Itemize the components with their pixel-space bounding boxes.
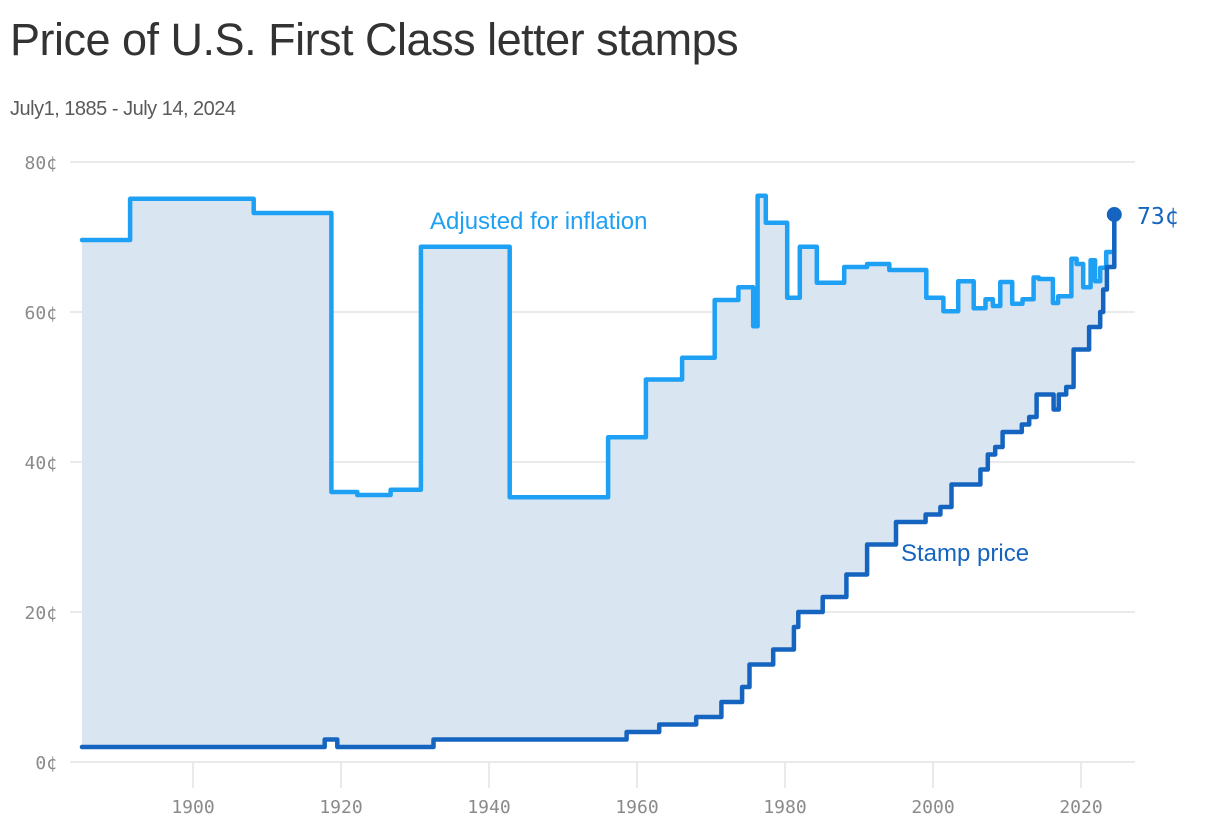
- x-tick-label: 2000: [911, 797, 954, 818]
- y-tick-label: 60¢: [24, 303, 57, 324]
- x-axis: 1900 1920 1940 1960 1980 2000 2020: [171, 763, 1103, 818]
- x-tick-label: 1960: [615, 797, 658, 818]
- y-axis: 0¢ 20¢ 40¢ 60¢ 80¢: [24, 153, 57, 774]
- chart-title: Price of U.S. First Class letter stamps: [10, 14, 739, 65]
- x-tick-label: 1920: [319, 797, 362, 818]
- inflation-adjusted-line: [79, 193, 1117, 500]
- end-point-marker: [1106, 207, 1122, 222]
- y-tick-label: 40¢: [24, 453, 57, 474]
- x-tick-label: 1900: [171, 797, 214, 818]
- gap-fill-area: [82, 195, 1115, 748]
- stamp-series-label: Stamp price: [901, 540, 1029, 567]
- y-tick-label: 20¢: [24, 603, 57, 624]
- y-tick-label: 0¢: [35, 753, 57, 774]
- stamp-price-line: [79, 212, 1117, 750]
- chart-subtitle: July1, 1885 - July 14, 2024: [10, 98, 236, 120]
- x-tick-label: 1940: [467, 797, 510, 818]
- inflation-series-label: Adjusted for inflation: [430, 208, 647, 235]
- x-tick-label: 2020: [1059, 797, 1102, 818]
- y-tick-label: 80¢: [24, 153, 57, 174]
- end-value-label: 73¢: [1137, 204, 1179, 230]
- x-tick-label: 1980: [763, 797, 806, 818]
